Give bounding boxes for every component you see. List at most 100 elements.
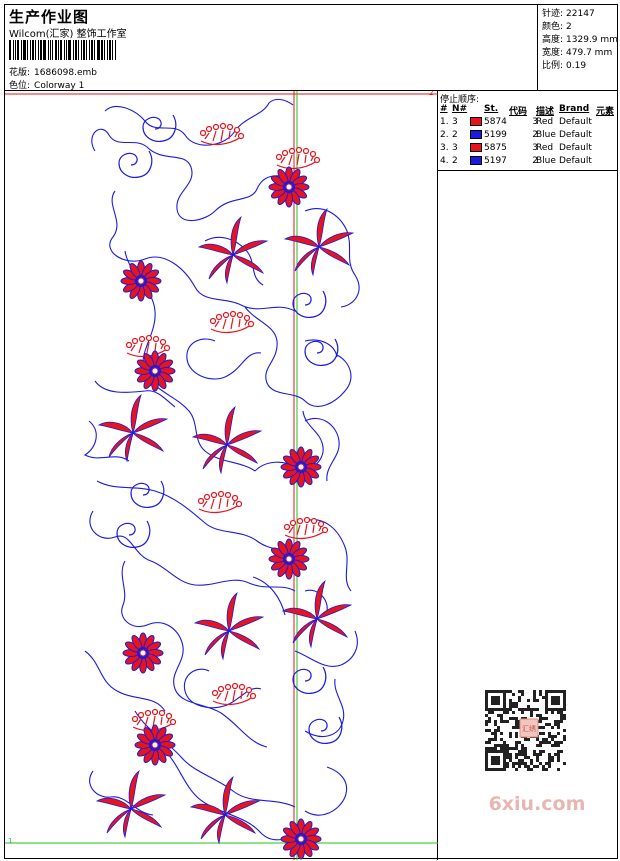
pattern-label: 花版: — [9, 68, 31, 78]
row-brand: Default — [559, 143, 592, 153]
col-index: # — [440, 104, 448, 114]
scale-label: 比例: — [542, 61, 564, 71]
lily-4 — [192, 406, 262, 474]
barcode-bar — [89, 40, 90, 60]
stitches-value: 22147 — [566, 9, 595, 19]
row-desc: Red — [536, 143, 554, 153]
row-code: 2 — [532, 156, 538, 166]
lily-5 — [194, 592, 264, 660]
stat-height: 高度: 1329.9 mm — [542, 32, 618, 45]
design-canvas[interactable]: 2 1 — [5, 91, 438, 860]
row-needle: 3 — [452, 143, 458, 153]
barcode-bar — [75, 40, 77, 60]
row-stitches: 5875 — [484, 143, 507, 153]
daisy-2 — [120, 260, 162, 302]
production-sheet: 生产作业图 Wilcom(汇家) 整饰工作室 花版: 1686098.emb 色位… — [4, 4, 618, 860]
colors-value: 2 — [566, 22, 572, 32]
row-stitches: 5199 — [484, 130, 507, 140]
row-code: 3 — [532, 143, 538, 153]
row-code: 3 — [532, 117, 538, 127]
barcode-bar — [68, 40, 71, 60]
barcode-bar — [60, 40, 62, 60]
lily-7 — [96, 770, 166, 838]
stop-sequence-panel: 停止顺序: # N# St. 代码 描述 Brand 元素 1. 3 5874 3 Re… — [438, 91, 618, 171]
row-brand: Default — [559, 117, 592, 127]
qr-center-text: 汇绣 — [522, 724, 536, 733]
stop-sequence-row[interactable]: 3. 3 5875 3 Red Default — [438, 143, 618, 155]
daisy-7 — [134, 724, 176, 766]
daisy-1 — [268, 166, 310, 208]
col-desc: 描述 — [536, 107, 555, 117]
swirl-3 — [292, 290, 327, 318]
barcode-bar — [30, 40, 31, 60]
colorway-label: 色位: — [9, 81, 31, 91]
lily-8 — [190, 776, 260, 844]
col-brand: Brand — [559, 104, 590, 114]
barcode — [9, 40, 143, 60]
marker-top: 2 — [429, 91, 433, 97]
colors-label: 颜色: — [542, 22, 564, 32]
swirl-5 — [130, 480, 165, 508]
stop-sequence-header: # N# St. 代码 描述 Brand 元素 — [438, 104, 618, 117]
row-needle: 2 — [452, 130, 458, 140]
barcode-bar — [50, 40, 51, 60]
stitches-label: 针迹: — [542, 9, 564, 19]
barcode-bar — [13, 40, 14, 60]
barcode-bar — [58, 40, 59, 60]
daisy-6 — [122, 632, 164, 674]
swirl-4 — [304, 338, 339, 366]
pattern-value: 1686098.emb — [34, 68, 98, 78]
barcode-bar — [97, 40, 100, 60]
color-swatch — [470, 117, 482, 126]
stat-width: 宽度: 479.7 mm — [542, 45, 612, 58]
studio-name: Wilcom(汇家) 整饰工作室 — [9, 29, 127, 40]
barcode-bar — [43, 40, 46, 60]
barcode-bar — [21, 40, 22, 60]
berry-sprig-3 — [209, 310, 255, 334]
qr-finder — [551, 696, 560, 705]
barcode-bar — [55, 40, 57, 60]
stop-sequence-row[interactable]: 4. 2 5197 2 Blue Default — [438, 156, 618, 168]
berry-sprig-5 — [197, 490, 243, 514]
daisy-5 — [268, 538, 310, 580]
stop-sequence-row[interactable]: 1. 3 5874 3 Red Default — [438, 117, 618, 129]
row-desc: Red — [536, 117, 554, 127]
design-stats: 针迹: 22147 颜色: 2 高度: 1329.9 mm 宽度: 479.7 mm 比… — [538, 5, 618, 91]
barcode-bar — [35, 40, 36, 60]
stat-colors: 颜色: 2 — [542, 19, 572, 32]
lily-6 — [282, 580, 352, 648]
colorway-value: Colorway 1 — [34, 81, 85, 91]
marker-bottom: 1 — [8, 837, 12, 845]
qr-code: 汇绣 — [473, 686, 585, 776]
color-swatch — [470, 156, 482, 165]
barcode-bar — [91, 40, 93, 60]
barcode-bar — [109, 40, 111, 60]
watermark-logo: 6xiu.com — [488, 793, 586, 815]
row-stitches: 5874 — [484, 117, 507, 127]
swirl-6 — [116, 520, 151, 548]
embroidery-design: 2 1 — [5, 91, 438, 860]
row-brand: Default — [559, 156, 592, 166]
daisy-4 — [280, 446, 322, 488]
col-stitches: St. — [484, 104, 499, 114]
barcode-bar — [40, 40, 42, 60]
row-code: 2 — [532, 130, 538, 140]
barcode-bar — [64, 40, 65, 60]
barcode-bar — [73, 40, 74, 60]
stat-stitches: 针迹: 22147 — [542, 6, 595, 19]
barcode-bar — [83, 40, 85, 60]
scale-value: 0.19 — [566, 61, 587, 71]
barcode-bar — [112, 40, 113, 60]
row-desc: Blue — [536, 156, 556, 166]
barcode-bar — [94, 40, 95, 60]
barcode-bar — [107, 40, 108, 60]
row-needle: 3 — [452, 117, 458, 127]
lily-1 — [198, 216, 268, 284]
stop-sequence-row[interactable]: 2. 2 5199 2 Blue Default — [438, 130, 618, 142]
barcode-bar — [17, 40, 19, 60]
row-index: 4. — [440, 156, 449, 166]
col-code: 代码 — [509, 107, 528, 117]
barcode-bar — [23, 40, 26, 60]
barcode-bar — [81, 40, 82, 60]
stat-scale: 比例: 0.19 — [542, 58, 586, 71]
